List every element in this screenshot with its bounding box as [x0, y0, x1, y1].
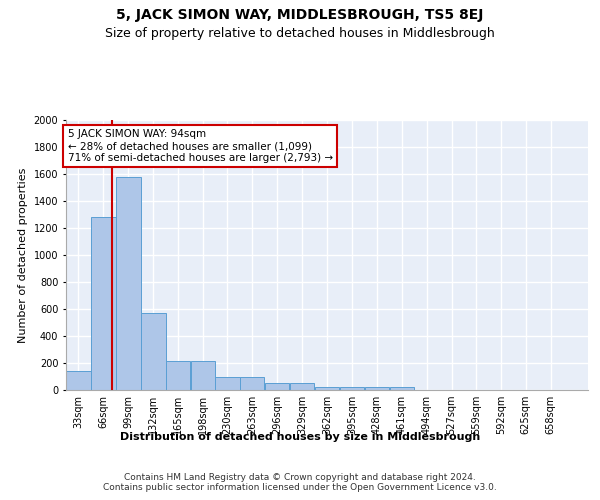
Bar	[141, 313, 166, 390]
Bar	[389, 388, 414, 390]
Bar	[116, 176, 140, 390]
Text: Size of property relative to detached houses in Middlesbrough: Size of property relative to detached ho…	[105, 28, 495, 40]
Bar	[215, 376, 239, 390]
Text: Contains HM Land Registry data © Crown copyright and database right 2024.
Contai: Contains HM Land Registry data © Crown c…	[103, 472, 497, 492]
Bar	[340, 386, 364, 390]
Bar	[265, 383, 289, 390]
Bar	[315, 386, 339, 390]
Text: 5 JACK SIMON WAY: 94sqm
← 28% of detached houses are smaller (1,099)
71% of semi: 5 JACK SIMON WAY: 94sqm ← 28% of detache…	[68, 130, 332, 162]
Bar	[290, 383, 314, 390]
Bar	[191, 361, 215, 390]
Text: Distribution of detached houses by size in Middlesbrough: Distribution of detached houses by size …	[120, 432, 480, 442]
Bar	[365, 388, 389, 390]
Y-axis label: Number of detached properties: Number of detached properties	[18, 168, 28, 342]
Text: 5, JACK SIMON WAY, MIDDLESBROUGH, TS5 8EJ: 5, JACK SIMON WAY, MIDDLESBROUGH, TS5 8E…	[116, 8, 484, 22]
Bar	[240, 376, 265, 390]
Bar	[91, 217, 116, 390]
Bar	[166, 361, 190, 390]
Bar	[66, 371, 91, 390]
